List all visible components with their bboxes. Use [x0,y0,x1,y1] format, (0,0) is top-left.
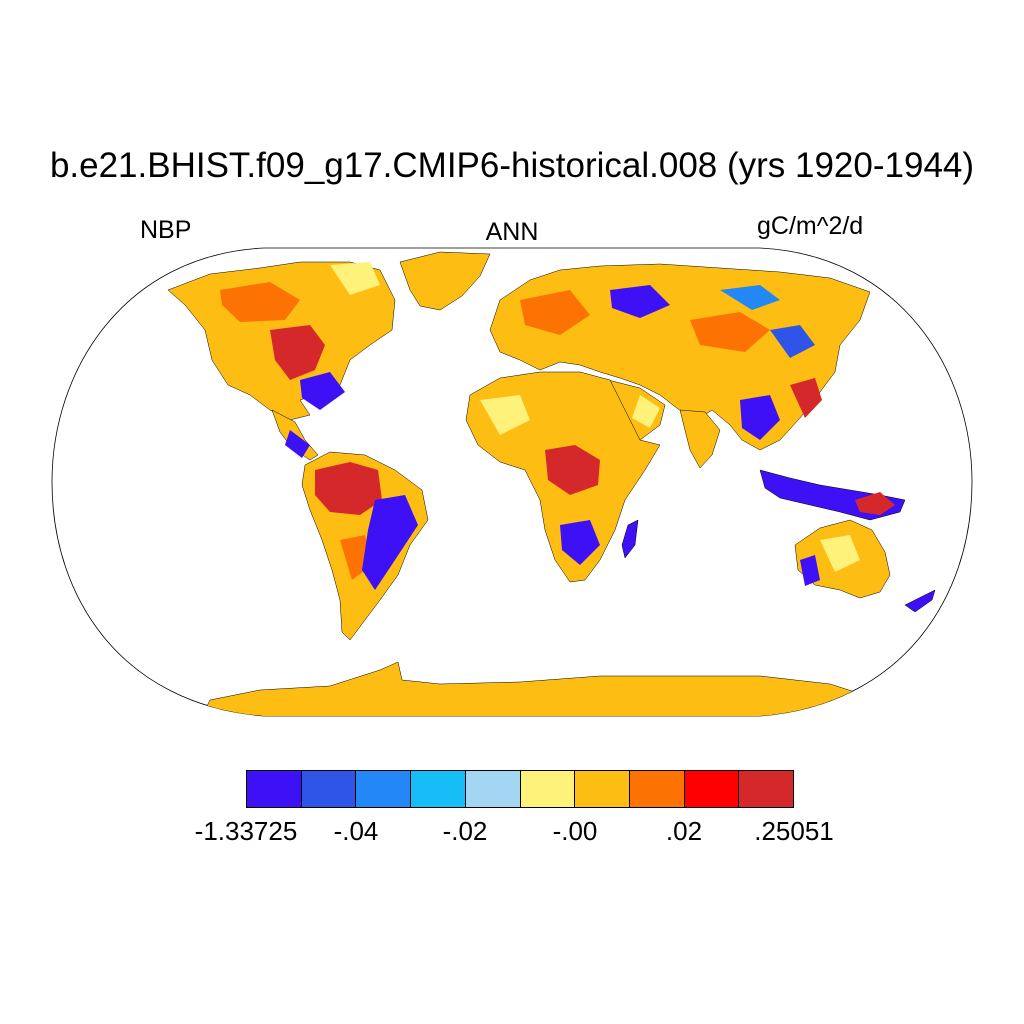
new-zealand-landmass [904,589,936,613]
colorbar-label: -.04 [333,816,379,846]
units-label: gC/m^2/d [757,212,864,240]
greenland-landmass [399,251,491,311]
colorbar-box [411,771,466,807]
colorbar-box [247,771,302,807]
nbp-field-overlay [220,262,895,590]
colorbar-box [356,771,412,807]
colorbar-box [739,771,794,807]
variable-label: NBP [140,216,192,244]
colorbar-label: -.02 [442,816,488,846]
colorbar-box [684,771,740,807]
colorbar-box [575,771,630,807]
colorbar-label: -.00 [552,816,598,846]
colorbar-box [520,771,576,807]
colorbar-label: .02 [665,816,703,846]
colorbar-box [465,771,521,807]
colorbar-label-min: -1.33725 [194,816,298,846]
map-title: b.e21.BHIST.f09_g17.CMIP6-historical.008… [49,146,975,185]
season-label: ANN [485,218,539,246]
colorbar [246,770,794,808]
colorbar-box [301,771,357,807]
colorbar-box [629,771,685,807]
colorbar-label-max: .25051 [754,816,834,846]
madagascar-landmass [621,519,639,559]
india-landmass [679,409,721,469]
